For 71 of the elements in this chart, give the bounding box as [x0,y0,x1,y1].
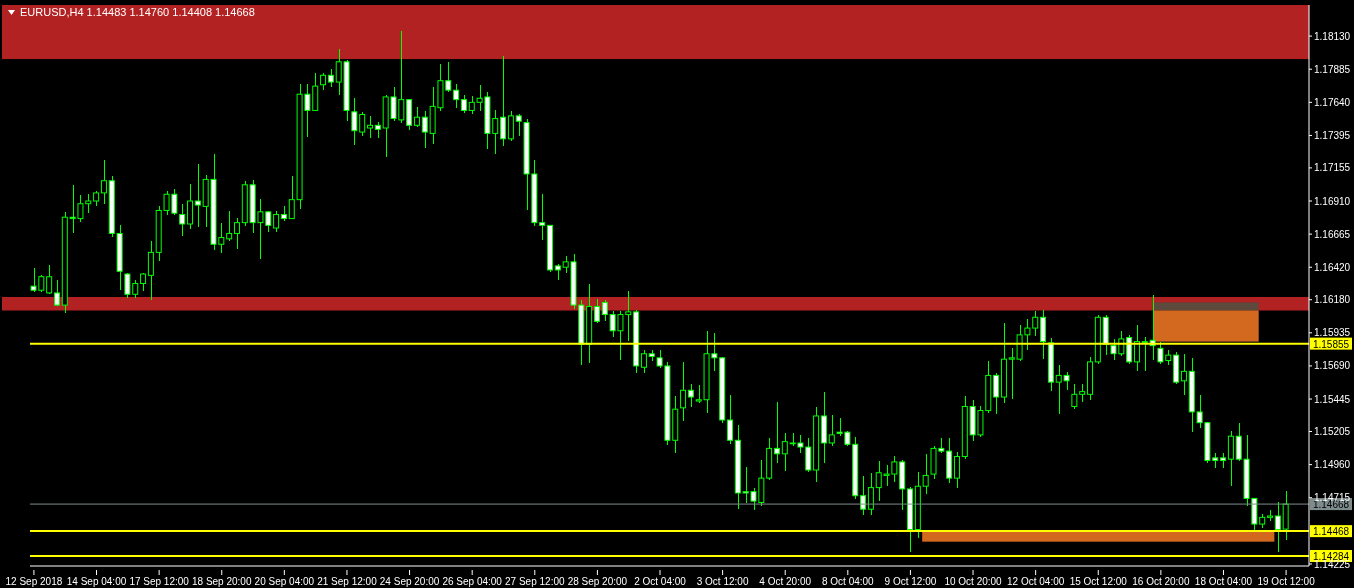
candlestick [226,211,233,241]
y-tick-label: 1.15935 [1314,327,1351,339]
candlestick [1227,431,1234,486]
candlestick [953,451,960,489]
candlestick [1180,354,1187,396]
ref-line-label: 1.14468 [1312,526,1350,538]
x-tick-label: 18 Sep 20:00 [191,576,252,587]
candlestick [1274,501,1281,552]
y-tick-label: 1.16180 [1314,294,1351,306]
x-tick-label: 2 Oct 04:00 [634,576,687,587]
x-tick-label: 16 Oct 20:00 [1132,576,1190,587]
y-tick-label: 1.18130 [1314,30,1351,42]
candlestick [993,373,1000,414]
x-tick-label: 14 Sep 04:00 [66,576,127,587]
candlestick [867,473,874,516]
candlestick [640,350,647,374]
y-tick-label: 1.14960 [1314,459,1351,471]
candlestick [1133,324,1140,371]
candlestick [46,265,53,294]
candlestick [273,211,280,232]
candlestick [727,394,734,444]
y-tick-label: 1.15690 [1314,360,1351,372]
candlestick [413,106,420,128]
x-tick-label: 17 Sep 12:00 [129,576,190,587]
candlestick [53,280,60,306]
candlestick [367,116,374,139]
y-tick-label: 1.17395 [1314,130,1351,141]
x-tick-label: 20 Sep 04:00 [254,576,315,587]
x-tick-label: 27 Sep 12:00 [505,576,565,587]
candlestick [828,415,835,447]
candlestick [860,476,867,516]
chart-title: EURUSD,H4 1.14483 1.14760 1.14408 1.14668 [20,6,255,18]
candlestick [515,113,522,136]
x-tick-label: 24 Sep 20:00 [379,576,440,587]
x-tick-label: 8 Oct 04:00 [821,576,875,587]
x-tick-label: 9 Oct 12:00 [884,576,937,587]
y-tick-label: 1.16420 [1314,261,1351,273]
candlestick [453,84,460,109]
y-tick-label: 1.16665 [1314,228,1351,240]
candlestick [680,362,687,421]
candlestick [922,454,929,494]
candlestick [773,401,780,463]
candlestick [233,217,240,250]
x-tick-label: 3 Oct 12:00 [696,576,749,587]
y-tick-label: 1.15205 [1314,426,1351,438]
x-tick-label: 4 Oct 20:00 [759,576,812,587]
y-tick-label: 1.17155 [1314,162,1351,174]
x-tick-label: 12 Oct 04:00 [1007,576,1065,587]
candlestick [194,163,201,228]
y-tick-label: 1.15445 [1314,393,1351,405]
y-tick-label: 1.17640 [1314,96,1351,108]
x-tick-label: 12 Sep 2018 [5,576,63,587]
candlestick [187,184,194,229]
candlestick [500,55,507,147]
candlestick [100,159,107,205]
x-tick-label: 18 Oct 04:00 [1194,576,1253,587]
x-tick-label: 21 Sep 12:00 [317,576,378,587]
x-tick-label: 19 Oct 12:00 [1257,576,1316,587]
x-tick-label: 26 Sep 04:00 [442,576,503,587]
x-tick-label: 10 Oct 20:00 [944,576,1003,587]
x-tick-label: 28 Sep 20:00 [567,576,628,587]
candlestick [593,298,600,324]
y-tick-label: 1.16910 [1314,195,1351,207]
ref-line-label: 1.14668 [1312,499,1350,511]
y-tick-label: 1.17885 [1314,63,1351,75]
candlestick [179,204,186,236]
ref-line-label: 1.15855 [1312,338,1350,350]
candlestick [507,111,514,141]
candlestick [687,384,694,408]
candlestick [147,240,154,301]
x-tick-label: 15 Oct 12:00 [1069,576,1128,587]
